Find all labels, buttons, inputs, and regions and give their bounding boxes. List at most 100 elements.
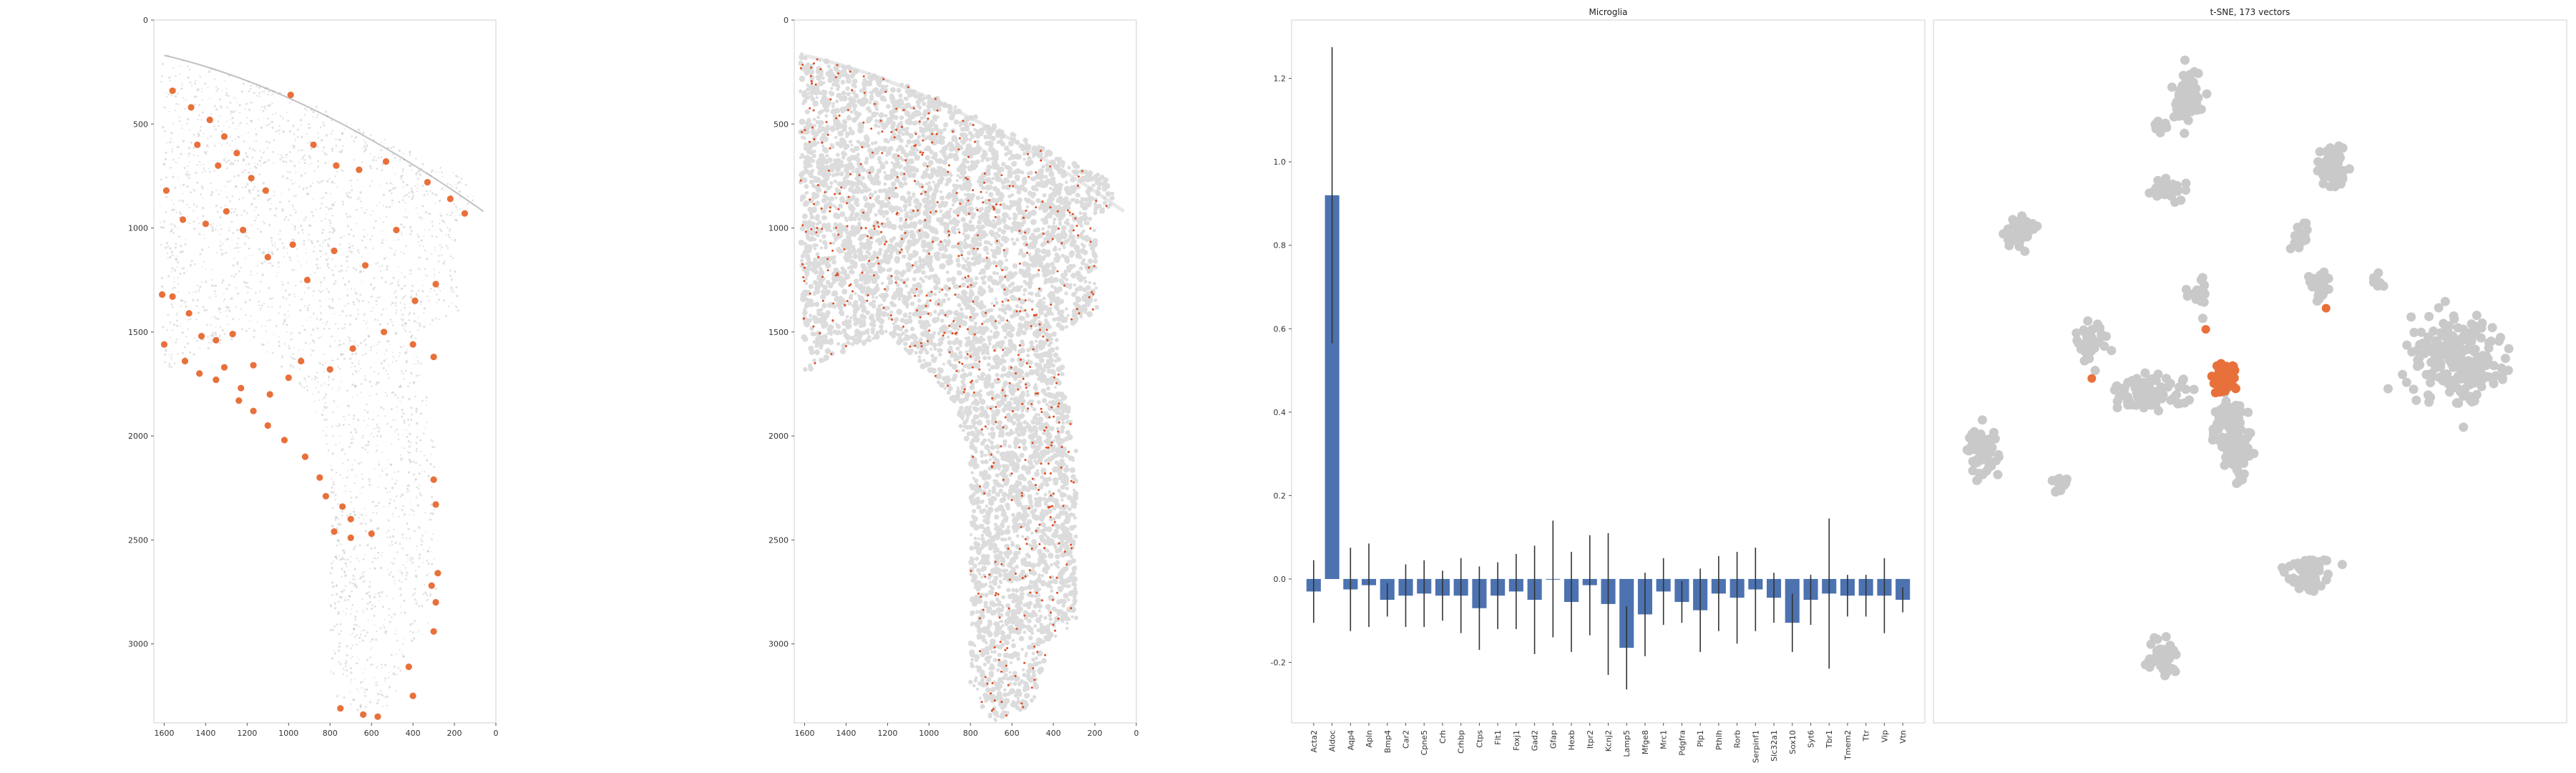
cell-point: [393, 500, 396, 502]
cell-point: [914, 205, 918, 208]
cell-point: [328, 178, 331, 180]
cell-point: [393, 239, 395, 241]
cell-point: [192, 220, 195, 223]
cell-point: [421, 540, 424, 543]
cell-point: [384, 663, 387, 666]
cell-point: [357, 313, 359, 316]
cell-point: [406, 349, 408, 351]
cell-point: [1036, 400, 1041, 404]
cell-point: [390, 147, 392, 149]
cell-point: [344, 662, 347, 665]
cell-point: [391, 487, 394, 490]
cell-point: [179, 311, 180, 313]
cell-point: [208, 296, 211, 298]
microglia-point: [337, 705, 344, 712]
cell-point: [397, 438, 400, 441]
cell-point: [361, 281, 363, 283]
cell-point: [410, 508, 413, 511]
cell-point: [271, 306, 273, 308]
cell-point: [226, 196, 228, 198]
background-cells: [798, 52, 1115, 722]
cell-point: [391, 391, 395, 394]
cell-point: [210, 278, 213, 281]
cell-point: [331, 130, 333, 132]
cell-point: [174, 186, 177, 189]
cell-point: [455, 205, 458, 208]
cell-point: [350, 658, 352, 660]
cell-point: [187, 147, 191, 150]
cell-point: [267, 93, 269, 96]
cell-point: [353, 679, 356, 680]
cell-point: [331, 306, 334, 309]
cell-point: [1041, 658, 1047, 663]
cell-point: [271, 126, 274, 130]
cell-point: [383, 359, 386, 362]
cell-point: [342, 549, 344, 552]
cell-point: [271, 253, 273, 255]
cell-point: [429, 213, 431, 215]
cell-point: [374, 676, 375, 679]
cell-point: [376, 551, 379, 554]
cell-point: [311, 162, 313, 165]
cell-point: [207, 144, 209, 146]
cell-point: [382, 221, 385, 223]
cell-point: [987, 489, 992, 492]
cell-point: [346, 598, 349, 601]
cell-point: [346, 654, 348, 657]
cell-point: [336, 539, 339, 542]
cell-point: [353, 482, 356, 485]
cell-point: [433, 268, 435, 271]
microglia-point: [322, 492, 329, 500]
cell-point: [348, 215, 351, 218]
cell-point: [337, 524, 339, 526]
cell-point: [952, 244, 957, 248]
cell-point: [266, 320, 268, 321]
cell-point: [170, 366, 172, 369]
cell-point: [164, 353, 167, 356]
cell-point: [329, 221, 332, 224]
cell-point: [233, 275, 235, 278]
cell-point: [373, 663, 375, 666]
cell-point: [362, 299, 364, 302]
cell-point: [831, 233, 837, 238]
cell-point: [995, 492, 1000, 497]
cell-point: [367, 334, 370, 337]
cell-point: [205, 308, 208, 311]
cell-point: [177, 235, 180, 238]
cell-point: [333, 650, 336, 652]
cell-point: [260, 156, 263, 159]
cell-point: [408, 313, 410, 316]
cell-point: [353, 288, 356, 291]
cell-point: [291, 204, 293, 206]
cell-point: [892, 322, 896, 326]
cell-point: [217, 121, 219, 123]
cell-point: [288, 345, 290, 347]
cell-point: [404, 352, 406, 355]
cell-point: [856, 140, 861, 144]
microglia-point: [349, 345, 356, 352]
cell-point: [192, 154, 195, 156]
cell-point: [248, 298, 251, 301]
cell-point: [173, 277, 175, 279]
cell-point: [294, 268, 296, 271]
cell-point: [330, 671, 332, 673]
cell-point: [348, 280, 351, 283]
cell-point: [236, 246, 238, 249]
cell-point: [375, 160, 377, 162]
cell-point: [415, 496, 418, 499]
cell-point: [811, 206, 817, 213]
cell-point: [362, 132, 365, 135]
cell-point: [200, 248, 204, 251]
cell-point: [362, 610, 364, 612]
cell-point: [232, 232, 235, 235]
cell-point: [369, 656, 371, 658]
cell-point: [342, 668, 344, 669]
cell-point: [383, 626, 386, 629]
cell-point: [160, 225, 162, 228]
cell-point: [270, 120, 273, 123]
cell-point: [345, 213, 348, 215]
cell-point: [229, 136, 231, 138]
cell-point: [219, 224, 221, 226]
cell-point: [364, 378, 366, 380]
cell-point: [407, 554, 409, 555]
